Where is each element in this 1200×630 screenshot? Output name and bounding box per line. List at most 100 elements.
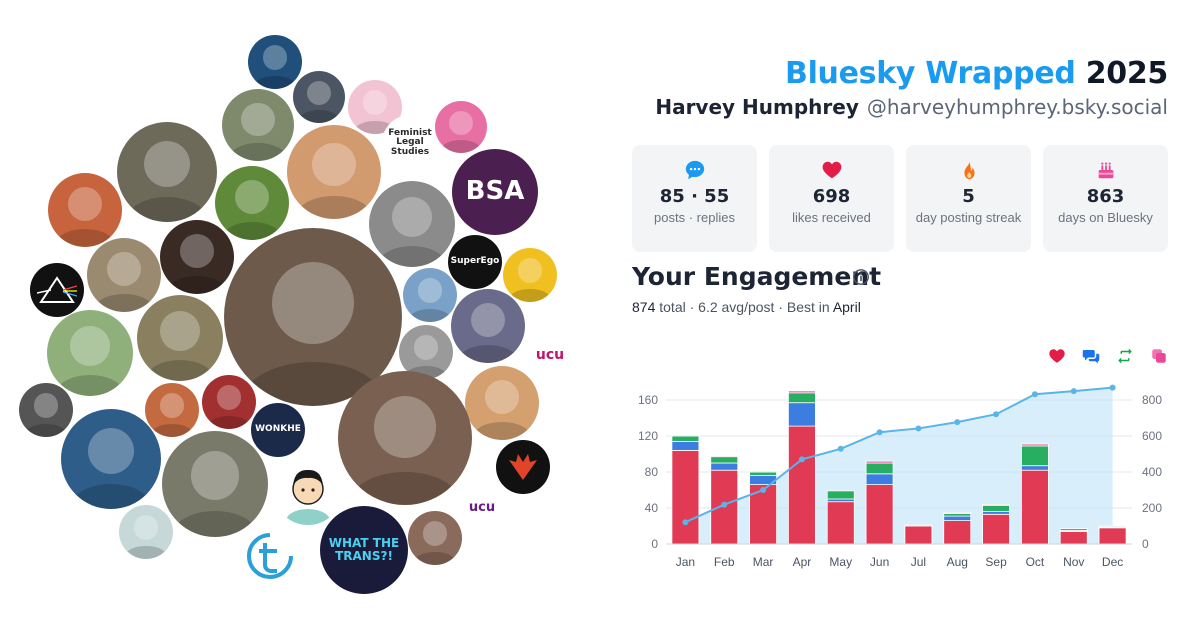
- x-tick-label: Aug: [947, 555, 968, 569]
- bar-quotes: [982, 504, 1010, 506]
- avatar-body: [229, 143, 287, 161]
- bar-quotes: [865, 460, 894, 464]
- bar-reposts: [982, 504, 1010, 513]
- x-tick-label: Sep: [985, 555, 1007, 569]
- avatar-body: [296, 195, 372, 219]
- avatar-body: [458, 344, 518, 363]
- x-tick-label: May: [829, 555, 852, 569]
- engagement-summary: 874 total · 6.2 avg/post · Best in April: [632, 299, 861, 315]
- avatar-body: [94, 293, 154, 312]
- reply-bubble-icon[interactable]: [1082, 347, 1100, 365]
- stat-label: posts · replies: [654, 210, 735, 225]
- avatar-face: [106, 252, 142, 287]
- avatar: [451, 289, 525, 363]
- bar-replies: [865, 473, 894, 486]
- avatar-logo: ucu: [457, 483, 507, 533]
- bar-reposts: [865, 462, 894, 475]
- stat-label: day posting streak: [915, 210, 1022, 225]
- y-right-tick-label: 200: [1142, 501, 1162, 515]
- year-label: 2025: [1085, 56, 1169, 91]
- brand-title: Bluesky Wrapped: [785, 56, 1076, 91]
- info-icon[interactable]: [852, 268, 870, 286]
- avatar-face: [234, 180, 270, 215]
- bar-reposts: [710, 456, 739, 464]
- avatar-logo: WONKHE: [251, 403, 305, 457]
- ring-logo-icon: [247, 533, 293, 579]
- avatar: [435, 101, 487, 153]
- repost-icon[interactable]: [1116, 347, 1134, 365]
- avatar-face: [413, 335, 439, 361]
- x-tick-label: Jan: [676, 555, 695, 569]
- wrapped-panel: Bluesky Wrapped 2025 Harvey Humphrey @har…: [620, 0, 1180, 630]
- avatar-face: [159, 393, 185, 419]
- avatar-body: [55, 374, 125, 396]
- stat-label: days on Bluesky: [1058, 210, 1153, 225]
- y-right-tick-label: 600: [1142, 429, 1162, 443]
- bar-likes: [671, 450, 700, 545]
- avatar-face: [133, 515, 159, 541]
- cumulative-point: [721, 501, 728, 508]
- flame-icon: [963, 160, 974, 180]
- avatar: [47, 310, 133, 396]
- bar-likes: [904, 525, 933, 545]
- cumulative-point: [798, 456, 805, 463]
- avatar-face: [417, 278, 443, 304]
- avatar-body: [167, 275, 227, 294]
- cumulative-point: [1109, 384, 1116, 391]
- bar-replies: [982, 511, 1010, 515]
- avatar-face: [88, 428, 134, 474]
- user-line: Harvey Humphrey @harveyhumphrey.bsky.soci…: [655, 95, 1168, 119]
- avatar-body: [508, 288, 552, 302]
- avatar-face: [484, 380, 520, 415]
- avatar-face: [449, 110, 473, 135]
- avatar: [215, 166, 289, 240]
- y-left-tick-label: 80: [645, 465, 659, 479]
- bar-likes: [1098, 527, 1127, 545]
- avatar-body: [124, 545, 168, 559]
- avatar-face: [470, 303, 506, 338]
- avatar-body: [472, 421, 532, 440]
- stat-card-posts: 85 · 55 posts · replies: [632, 145, 757, 252]
- y-left-tick-label: 160: [638, 393, 658, 407]
- avatar-logo-text: Feminist Legal Studies: [388, 127, 432, 157]
- quote-icon[interactable]: [1150, 347, 1168, 365]
- y-left-tick-label: 0: [651, 537, 658, 551]
- avatar-logo: BSA: [452, 149, 538, 235]
- bar-replies: [788, 402, 816, 427]
- bar-likes: [943, 520, 972, 545]
- bar-reposts: [943, 512, 972, 517]
- bar-likes: [1021, 469, 1049, 545]
- x-tick-label: Mar: [753, 555, 774, 569]
- avatar: [348, 80, 402, 134]
- avatar-logo: Feminist Legal Studies: [382, 115, 438, 171]
- bar-likes: [865, 484, 894, 545]
- x-tick-label: Jun: [870, 555, 889, 569]
- avatar-body: [408, 308, 452, 322]
- stats-row: 85 · 55 posts · replies 698 likes receiv…: [632, 145, 1168, 253]
- avatar-face: [160, 311, 200, 351]
- avatar: [496, 440, 550, 494]
- avatar: [273, 455, 343, 525]
- cumulative-point: [993, 411, 1000, 418]
- cumulative-line: [685, 386, 1113, 524]
- heart-icon[interactable]: [1048, 347, 1066, 365]
- best-month: April: [832, 299, 861, 315]
- avatar: [137, 295, 223, 381]
- avatar: [119, 505, 173, 559]
- avatar: [293, 71, 345, 123]
- avatar-face: [312, 142, 356, 187]
- avatar-body: [172, 510, 258, 537]
- avatar-logo-text: WHAT THE TRANS?!: [328, 536, 400, 563]
- display-name: Harvey Humphrey: [655, 95, 859, 119]
- bar-likes: [982, 513, 1010, 545]
- x-tick-label: Dec: [1102, 555, 1123, 569]
- stat-value: 863: [1086, 186, 1125, 207]
- bar-reposts: [904, 524, 933, 527]
- stat-card-streak: 5 day posting streak: [906, 145, 1031, 252]
- x-tick-label: Oct: [1026, 555, 1045, 569]
- avatar: [338, 371, 472, 505]
- avatar: [403, 268, 457, 322]
- avatar-body: [253, 75, 297, 89]
- x-tick-label: Jul: [911, 555, 926, 569]
- bar-reposts: [1059, 528, 1088, 531]
